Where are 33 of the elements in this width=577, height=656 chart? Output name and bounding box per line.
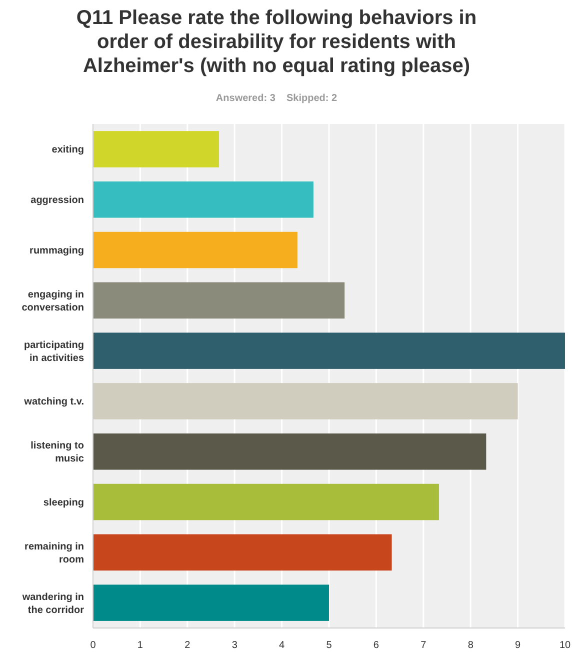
x-tick-label: 9 [515,640,522,651]
bar [93,484,439,520]
bar [93,534,392,571]
x-tick-label: 8 [468,640,474,651]
y-tick-label: aggression [30,195,84,206]
x-tick-label: 5 [326,640,332,651]
x-tick-label: 0 [90,640,96,651]
y-tick-label: sleeping [43,498,84,508]
chart-subtitle: Answered: 3 Skipped: 2 [216,93,338,104]
y-tick-label: wandering in the corridor [21,592,84,616]
y-tick-label: exiting [52,144,84,156]
chart-title: Q11 Please rate the following behaviors in order of desirability for residents with Alzheimer's (with no equal rating please) [76,7,477,77]
y-tick-label: watching t.v. [23,396,84,408]
bar [93,584,329,621]
y-tick-label: engaging in conversation [22,289,84,314]
y-tick-label: remaining in room [24,541,84,566]
x-tick-label: 2 [184,640,191,651]
bar [93,332,565,369]
x-tick-label: 6 [373,640,380,651]
bar [93,383,518,420]
x-tick-label: 3 [232,640,238,651]
bar [93,282,345,319]
x-tick-label: 7 [420,640,427,651]
y-tick-label: listening to music [30,440,84,465]
x-tick-label: 10 [559,640,571,651]
bar [93,232,298,268]
y-tick-label: rummaging [30,246,84,256]
x-tick-label: 1 [137,640,144,651]
bar [93,131,220,168]
y-tick-label: participating in activities [24,340,84,364]
bar [93,433,486,470]
bar [93,181,314,218]
x-tick-label: 4 [279,640,286,651]
